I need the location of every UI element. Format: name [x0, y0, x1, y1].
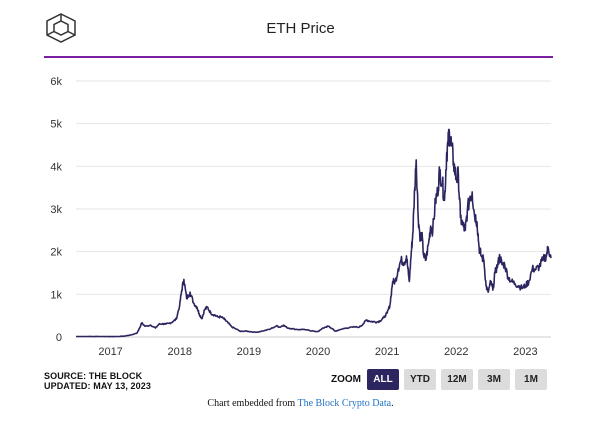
- x-tick-label: 2019: [237, 346, 261, 358]
- source-line: SOURCE: THE BLOCK: [44, 371, 143, 381]
- title-divider: [44, 56, 553, 58]
- eth-price-chart[interactable]: 0 1k 2k 3k 4k 5k 6k 2017 2018 2019 2020 2021 2022 202…: [0, 60, 601, 360]
- y-tick-label: 0: [56, 332, 62, 344]
- the-block-cube-logo-icon: [44, 12, 78, 44]
- x-tick-label: 2020: [306, 346, 330, 358]
- zoom-controls: ZOOM ALL YTD 12M 3M 1M: [331, 368, 552, 390]
- embed-prefix: Chart embedded from: [207, 398, 298, 409]
- chart-title: ETH Price: [266, 20, 335, 37]
- the-block-data-link[interactable]: The Block Crypto Data: [297, 398, 392, 409]
- x-tick-label: 2017: [98, 346, 122, 358]
- x-tick-label: 2018: [167, 346, 191, 358]
- zoom-label: ZOOM: [331, 373, 361, 385]
- y-tick-label: 6k: [50, 76, 62, 88]
- zoom-all-button[interactable]: ALL: [367, 368, 399, 390]
- zoom-12m-button[interactable]: 12M: [441, 368, 473, 390]
- zoom-1m-button[interactable]: 1M: [515, 368, 547, 390]
- y-tick-label: 3k: [50, 204, 62, 216]
- y-tick-label: 5k: [50, 119, 62, 131]
- x-tick-label: 2022: [444, 346, 468, 358]
- x-tick-label: 2021: [375, 346, 399, 358]
- y-tick-label: 1k: [50, 289, 62, 301]
- y-tick-label: 4k: [50, 161, 62, 173]
- zoom-3m-button[interactable]: 3M: [478, 368, 510, 390]
- eth-price-series-line: [76, 128, 552, 338]
- zoom-ytd-button[interactable]: YTD: [404, 368, 436, 390]
- x-tick-label: 2023: [513, 346, 537, 358]
- y-tick-label: 2k: [50, 247, 62, 259]
- updated-line: UPDATED: MAY 13, 2023: [44, 381, 151, 391]
- embed-suffix: .: [391, 398, 394, 409]
- embed-credit: Chart embedded from The Block Crypto Dat…: [0, 398, 601, 409]
- source-block: SOURCE: THE BLOCK UPDATED: MAY 13, 2023: [44, 371, 151, 391]
- eth-price-chart-svg[interactable]: 0 1k 2k 3k 4k 5k 6k 2017 2018 2019 2020 2021 2022 202…: [0, 60, 601, 360]
